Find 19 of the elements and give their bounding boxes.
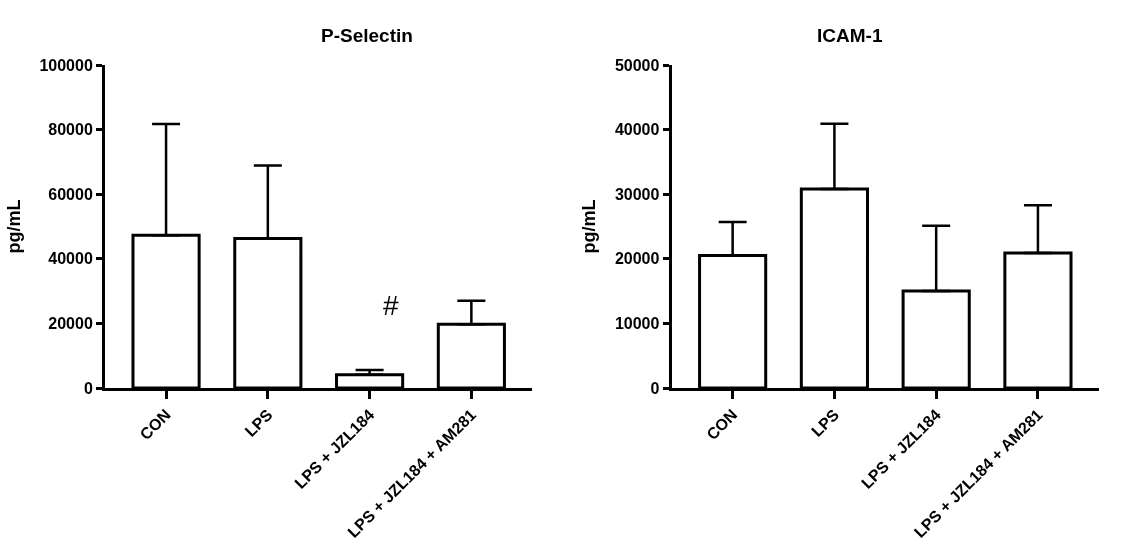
y-tick-label: 100000 <box>39 56 93 74</box>
y-tick-label: 10000 <box>614 315 660 332</box>
annotation: # <box>383 290 399 321</box>
x-tick-label: LPS <box>241 405 276 440</box>
y-tick-label: 60000 <box>48 185 93 203</box>
y-tick-label: 0 <box>650 379 660 397</box>
y-tick-label: 80000 <box>48 121 93 139</box>
chart-title: P-Selectin <box>321 25 413 46</box>
y-tick-label: 20000 <box>614 250 660 268</box>
y-tick-label: 0 <box>83 379 93 397</box>
y-tick-label: 20000 <box>48 315 93 332</box>
chart-title: ICAM-1 <box>817 25 883 46</box>
y-axis-title: pg/mL <box>3 199 24 254</box>
y-tick-label: 50000 <box>614 56 660 74</box>
y-tick-label: 40000 <box>48 250 93 268</box>
y-axis-title: pg/mL <box>579 199 600 254</box>
x-tick-label: LPS <box>808 405 843 440</box>
y-tick-label: 30000 <box>614 185 660 203</box>
y-tick-label: 40000 <box>614 121 660 139</box>
